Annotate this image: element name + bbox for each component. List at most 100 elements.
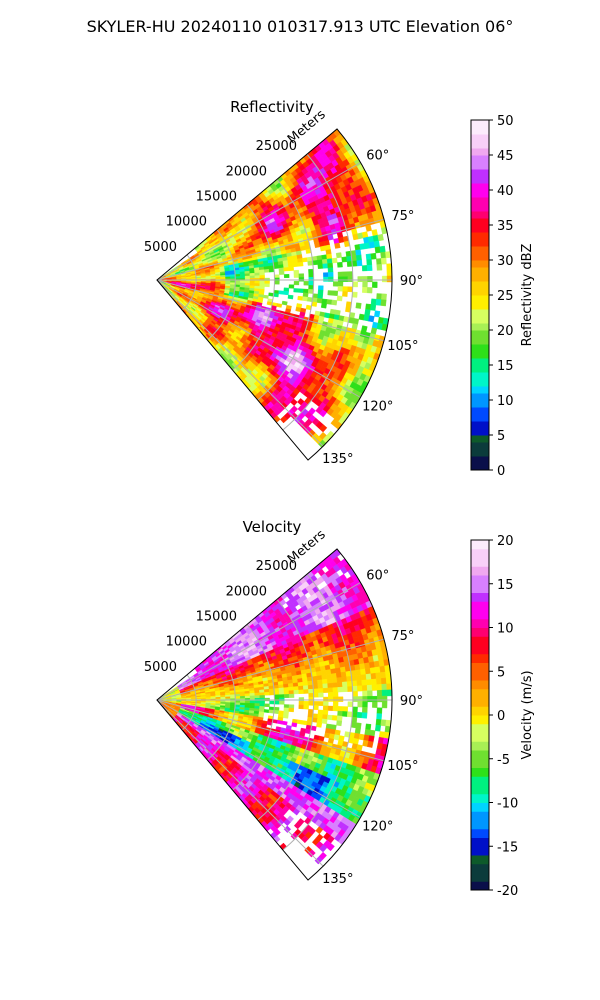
reflectivity-field-cell <box>386 263 392 271</box>
velocity-field-cell <box>355 722 362 729</box>
reflectivity-field-cell <box>372 281 378 288</box>
velocity-field-cell <box>375 672 382 680</box>
reflectivity-field-cell <box>254 280 261 284</box>
velocity-field-cell <box>264 691 270 696</box>
colorbar-segment <box>471 351 489 359</box>
colorbar-segment <box>471 295 489 303</box>
velocity-field-cell <box>328 696 334 702</box>
colorbar-segment <box>471 218 489 226</box>
colorbar-segment <box>471 330 489 338</box>
reflectivity-field-cell <box>298 277 305 282</box>
reflectivity-field-cell <box>327 234 334 241</box>
reflectivity-field-cell <box>356 254 362 261</box>
reflectivity-field-cell <box>347 271 354 277</box>
reflectivity-field-cell <box>293 288 299 293</box>
velocity-field-cell <box>259 692 265 696</box>
velocity-field-cell <box>357 701 363 708</box>
velocity-field-cell <box>376 689 383 697</box>
reflectivity-field-cell <box>288 284 295 289</box>
reflectivity-field-cell <box>244 275 251 279</box>
reflectivity-field-cell <box>386 275 393 283</box>
reflectivity-field-cell <box>364 309 371 316</box>
velocity-field-cell <box>362 706 368 714</box>
colorbar-segment <box>471 141 489 149</box>
colorbar-segment <box>471 414 489 422</box>
velocity-field-cell <box>332 705 339 712</box>
reflectivity-field-cell <box>326 253 333 260</box>
reflectivity-field-cell <box>281 300 288 306</box>
velocity-field-cell <box>318 692 324 698</box>
colorbar-tick-label: 0 <box>497 464 505 479</box>
velocity-field-cell <box>362 696 368 703</box>
reflectivity-field-cell <box>297 261 304 267</box>
velocity-field-cell <box>283 694 290 698</box>
velocity-field-cell <box>356 712 363 719</box>
velocity-field-cell <box>374 724 381 732</box>
colorbar-tick-label: 25 <box>497 289 514 304</box>
velocity-field-cell <box>317 683 324 689</box>
velocity-field-cell <box>274 691 280 696</box>
colorbar-tick-label: 20 <box>497 324 514 339</box>
velocity-field-cell <box>308 692 314 698</box>
reflectivity-field-cell <box>365 253 372 261</box>
reflectivity-field-cell <box>366 287 373 294</box>
velocity-field-cell <box>352 706 358 713</box>
velocity-field-cell <box>368 735 375 743</box>
reflectivity-field-cell <box>327 262 334 269</box>
velocity-field-cell <box>298 704 304 710</box>
velocity-field-cell <box>322 687 329 693</box>
colorbar-segment <box>471 372 489 380</box>
velocity-field-cell <box>313 692 319 698</box>
reflectivity-field-cell <box>370 304 377 311</box>
reflectivity-field-cell <box>326 258 333 264</box>
reflectivity-field-cell <box>283 267 290 272</box>
velocity-field-cell <box>297 681 304 687</box>
velocity-field-cell <box>317 709 324 715</box>
reflectivity-field-cell <box>326 299 333 305</box>
reflectivity-field-cell <box>381 275 388 283</box>
velocity-field-cell <box>279 697 285 702</box>
reflectivity-field-cell <box>374 310 381 318</box>
reflectivity-field-cell <box>297 295 304 301</box>
reflectivity-field-cell <box>370 252 377 260</box>
velocity-field-cell <box>361 679 368 686</box>
reflectivity-field-cell <box>244 273 251 277</box>
velocity-field-cell <box>220 696 226 700</box>
reflectivity-field-cell <box>357 276 363 282</box>
velocity-field-cell <box>274 700 280 705</box>
velocity-field-cell <box>386 683 392 691</box>
velocity-field-cell <box>298 685 304 691</box>
colorbar-segment <box>471 183 489 191</box>
reflectivity-field-cell <box>254 272 260 276</box>
velocity-field-cell <box>367 690 373 697</box>
velocity-field-cell <box>362 701 368 708</box>
velocity-field-cell <box>293 689 300 695</box>
reflectivity-field-cell <box>235 276 241 279</box>
velocity-field-cell <box>288 686 294 691</box>
velocity-field-cell <box>274 697 280 702</box>
velocity-field-cell <box>371 684 378 691</box>
velocity-field-cell <box>347 701 354 708</box>
velocity-field-cell <box>244 695 251 699</box>
reflectivity-field-cell <box>259 272 265 276</box>
reflectivity-field-cell <box>342 291 348 297</box>
reflectivity-field-cell <box>259 275 265 279</box>
colorbar-tick-label: 5 <box>497 429 505 444</box>
velocity-field-cell <box>354 727 361 735</box>
reflectivity-field-cell <box>366 264 373 272</box>
colorbar-segment <box>471 169 489 177</box>
velocity-field-cell <box>327 714 333 721</box>
colorbar-segment <box>471 190 489 198</box>
velocity-field-cell <box>369 729 376 737</box>
reflectivity-field-cell <box>317 259 323 265</box>
velocity-field-cell <box>361 712 368 719</box>
reflectivity-field-cell <box>263 294 269 299</box>
velocity-field-cell <box>370 672 377 680</box>
reflectivity-field-cell <box>293 269 300 275</box>
colorbar-segment <box>471 302 489 310</box>
velocity-field-cell <box>292 682 299 688</box>
colorbar-segment <box>471 148 489 156</box>
velocity-field-cell <box>356 680 363 687</box>
figure-title: SKYLER-HU 20240110 010317.913 UTC Elevat… <box>87 17 514 36</box>
